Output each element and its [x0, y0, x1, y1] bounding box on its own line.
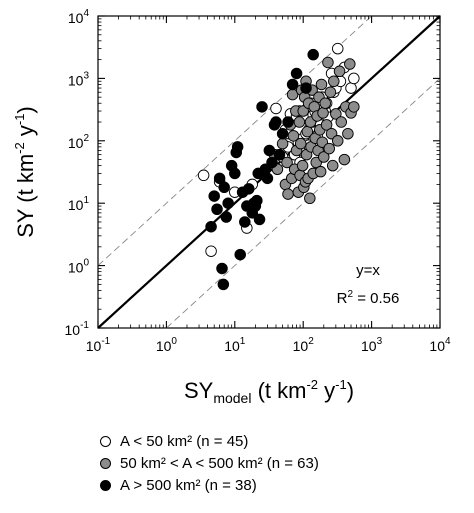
point-large-basin [300, 82, 312, 94]
point-large-basin [256, 101, 268, 113]
x-axis-label: SYmodel (t km-2 y-1) [184, 377, 354, 406]
point-medium-basin [315, 78, 328, 91]
legend-marker-small [100, 435, 111, 447]
x-tick-label: 101 [224, 336, 246, 354]
point-large-basin [205, 220, 217, 233]
y-axis-label: SY (t km-2 y-1) [12, 106, 38, 238]
point-large-basin [290, 67, 303, 80]
point-large-basin [211, 203, 223, 215]
point-large-basin [263, 144, 276, 157]
point-large-basin [239, 216, 251, 228]
point-small-basin [197, 169, 210, 182]
lower-bound-line [166, 78, 441, 329]
point-small-basin [345, 82, 357, 94]
x-tick-label: 100 [156, 336, 178, 354]
point-medium-basin [348, 101, 360, 113]
point-medium-basin [276, 137, 289, 150]
y-tick-label: 100 [68, 258, 90, 276]
point-medium-basin [304, 192, 316, 205]
upper-bound-line [97, 15, 372, 266]
point-large-basin [213, 172, 226, 185]
axis-ticks: 10-1 100 101 102 103 104 10-1 100 101 102 103 104 [65, 8, 451, 354]
y-tick-label: 102 [68, 133, 90, 151]
point-medium-basin [332, 135, 344, 147]
point-large-basin [286, 78, 299, 91]
legend-item-small: A < 50 km² (n = 45) [100, 430, 319, 452]
point-medium-basin [281, 156, 293, 169]
legend-label-large: A > 500 km² (n = 38) [120, 476, 257, 494]
annotation-yx: y=x [356, 262, 380, 279]
point-large-basin [229, 167, 241, 180]
point-medium-basin [320, 119, 333, 131]
point-medium-basin [342, 127, 354, 140]
point-medium-basin [293, 116, 306, 128]
y-tick-label: 10-1 [65, 320, 90, 338]
point-medium-basin [322, 56, 334, 69]
annotation-r2: R2 = 0.56 [337, 289, 400, 307]
x-tick-label: 10-1 [86, 336, 111, 354]
point-large-basin [276, 127, 289, 140]
x-tick-label: 102 [293, 336, 315, 354]
y-tick-label: 103 [68, 70, 90, 88]
point-large-basin [307, 48, 319, 61]
point-large-basin [251, 194, 263, 207]
point-medium-basin [319, 97, 331, 109]
point-medium-basin [330, 108, 342, 120]
legend-item-large: A > 500 km² (n = 38) [100, 474, 319, 496]
point-large-basin [273, 148, 286, 161]
point-large-basin [243, 183, 255, 195]
point-small-basin [348, 72, 360, 85]
point-medium-basin [326, 159, 339, 172]
legend-label-medium: 50 km² < A < 500 km² (n = 63) [120, 454, 319, 472]
point-medium-basin [314, 165, 327, 178]
point-large-basin [253, 213, 266, 226]
point-medium-basin [297, 105, 309, 117]
legend-label-small: A < 50 km² (n = 45) [120, 432, 249, 450]
legend-marker-large [100, 479, 111, 491]
scatter-chart: 10-1 100 101 102 103 104 10-1 100 101 102 103 104 y… [12, 8, 451, 406]
point-medium-basin [324, 86, 337, 98]
point-medium-basin [287, 130, 300, 142]
point-large-basin [270, 116, 282, 128]
legend: A < 50 km² (n = 45) 50 km² < A < 500 km²… [100, 430, 319, 496]
point-medium-basin [338, 153, 351, 166]
point-small-basin [205, 245, 217, 257]
point-large-basin [217, 278, 230, 291]
point-large-basin [218, 181, 230, 194]
point-medium-basin [317, 107, 329, 119]
point-small-basin [332, 42, 344, 55]
y-tick-label: 104 [68, 8, 90, 26]
point-large-basin [234, 248, 246, 261]
point-large-basin [266, 156, 278, 169]
point-large-basin [216, 262, 228, 275]
point-medium-basin [333, 65, 346, 78]
point-large-basin [222, 197, 234, 209]
point-large-basin [220, 211, 232, 223]
legend-marker-medium [100, 457, 111, 469]
point-medium-basin [282, 188, 294, 200]
point-large-basin [231, 141, 244, 153]
point-large-basin [208, 190, 220, 202]
point-medium-basin [294, 137, 307, 150]
point-medium-basin [318, 151, 330, 163]
point-medium-basin [296, 159, 309, 172]
point-medium-basin [344, 58, 356, 70]
point-large-basin [282, 116, 294, 128]
data-points [197, 42, 360, 291]
x-tick-label: 104 [429, 336, 451, 354]
point-small-basin [270, 102, 282, 115]
point-medium-basin [328, 75, 340, 88]
x-tick-label: 103 [361, 336, 383, 354]
y-tick-label: 101 [68, 195, 90, 213]
point-medium-basin [335, 116, 348, 128]
point-medium-basin [323, 142, 335, 155]
legend-item-medium: 50 km² < A < 500 km² (n = 63) [100, 452, 319, 474]
point-large-basin [261, 172, 274, 185]
plot-frame [97, 15, 441, 329]
